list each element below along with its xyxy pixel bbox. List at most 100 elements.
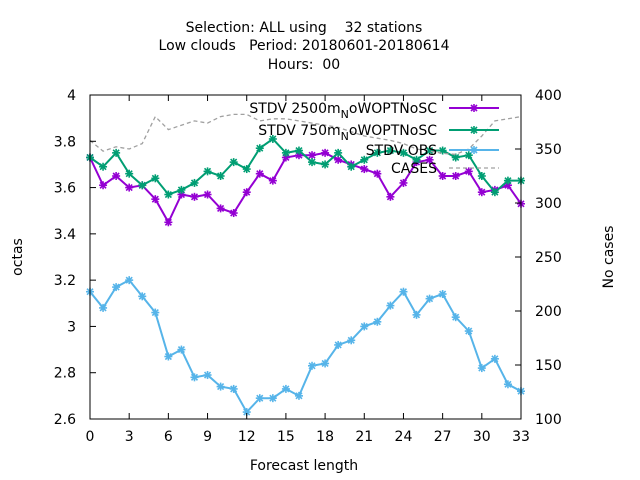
data-point xyxy=(138,181,147,190)
data-point xyxy=(373,317,382,326)
data-point xyxy=(190,373,199,382)
data-point xyxy=(321,148,330,157)
data-point xyxy=(347,336,356,345)
series-line xyxy=(89,151,522,225)
series-3 xyxy=(89,113,522,156)
data-point xyxy=(177,185,186,194)
data-point xyxy=(451,313,460,322)
legend-label-main: CASES xyxy=(391,161,437,177)
legend-marker xyxy=(470,104,478,112)
legend-marker xyxy=(470,126,478,134)
data-point xyxy=(464,167,473,176)
data-point xyxy=(125,183,134,192)
data-point xyxy=(503,380,512,389)
x-tick-label: 6 xyxy=(164,429,173,445)
data-point xyxy=(112,148,121,157)
data-point xyxy=(99,303,108,312)
data-point xyxy=(399,287,408,296)
data-point xyxy=(268,394,277,403)
axes-layer: 0 3 6 9 12 15 18 21 24 27 30 33 2.6 2.8 3 3.2 3.4 3.6 3.8 4… xyxy=(54,88,562,445)
data-point xyxy=(412,310,421,319)
legend-label: STDV 2500mNoWOPTNoSC xyxy=(249,101,437,121)
data-point xyxy=(229,384,238,393)
y-axis-label: octas xyxy=(10,238,26,276)
legend-label: STDV OBS xyxy=(366,143,437,159)
data-point xyxy=(177,345,186,354)
x-tick-label: 27 xyxy=(434,429,452,445)
data-point xyxy=(360,322,369,331)
legend-label-main: STDV OBS xyxy=(366,143,437,159)
data-point xyxy=(255,394,264,403)
data-point xyxy=(255,169,264,178)
data-point xyxy=(151,195,160,204)
x-tick-label: 15 xyxy=(277,429,295,445)
data-point xyxy=(451,153,460,162)
data-point xyxy=(321,359,330,368)
data-point xyxy=(112,172,121,180)
data-point xyxy=(490,354,499,363)
data-point xyxy=(294,146,303,155)
data-point xyxy=(386,146,395,155)
y2-tick-label: 300 xyxy=(535,196,562,212)
x-axis-label: Forecast length xyxy=(250,458,358,474)
data-point xyxy=(308,158,317,167)
data-point xyxy=(334,148,343,157)
data-point xyxy=(451,172,460,180)
data-point xyxy=(242,188,251,197)
data-point xyxy=(268,134,277,143)
legend-label-main: STDV 750m xyxy=(258,123,340,139)
data-point xyxy=(229,158,238,167)
data-point xyxy=(151,174,160,183)
data-point xyxy=(229,209,238,218)
data-point xyxy=(281,148,290,157)
x-tick-label: 33 xyxy=(512,429,530,445)
y-tick-label: 3.6 xyxy=(54,181,76,197)
data-point xyxy=(347,162,356,171)
chart-title-line-1: Selection: ALL using 32 stations xyxy=(186,20,423,36)
data-point xyxy=(125,276,134,285)
legend-label-rest: oWOPTNoSC xyxy=(349,101,437,117)
data-point xyxy=(334,155,343,164)
data-point xyxy=(190,178,199,187)
data-point xyxy=(203,371,212,380)
series-2 xyxy=(86,276,525,417)
data-point xyxy=(386,192,395,201)
data-point xyxy=(190,192,199,201)
data-point xyxy=(281,384,290,393)
y2-tick-label: 100 xyxy=(535,412,562,428)
data-point xyxy=(399,148,408,157)
data-point xyxy=(308,151,317,160)
legend-item-1: STDV 750mNoWOPTNoSC xyxy=(258,123,499,143)
y2-tick-label: 150 xyxy=(535,358,562,374)
legend-label-main: STDV 2500m xyxy=(249,101,340,117)
y2-tick-label: 200 xyxy=(535,304,562,320)
data-point xyxy=(216,172,225,180)
data-point xyxy=(99,181,108,190)
y-tick-label: 4 xyxy=(67,88,76,104)
series-line xyxy=(89,137,521,196)
data-point xyxy=(216,204,225,213)
data-point xyxy=(321,160,330,169)
series-line xyxy=(89,278,522,414)
data-point xyxy=(438,146,447,155)
data-point xyxy=(425,155,434,164)
series-1 xyxy=(86,134,525,199)
legend-item-0: STDV 2500mNoWOPTNoSC xyxy=(249,101,499,121)
data-point xyxy=(464,151,473,160)
data-point xyxy=(412,155,421,164)
data-point xyxy=(151,308,160,317)
data-point xyxy=(164,218,173,227)
legend-label-sub: N xyxy=(341,130,349,143)
legend-item-2: STDV OBS xyxy=(366,143,499,159)
data-point xyxy=(112,283,121,292)
legend-label-rest: oWOPTNoSC xyxy=(349,123,437,139)
data-point xyxy=(294,391,303,400)
data-point xyxy=(242,165,251,174)
data-point xyxy=(125,169,134,178)
y2-axis-label: No cases xyxy=(601,226,617,289)
chart-title-line-2: Low clouds Period: 20180601-20180614 xyxy=(159,38,450,54)
data-point xyxy=(360,155,369,164)
legend-label: STDV 750mNoWOPTNoSC xyxy=(258,123,437,143)
y-tick-label: 3.4 xyxy=(54,227,76,243)
